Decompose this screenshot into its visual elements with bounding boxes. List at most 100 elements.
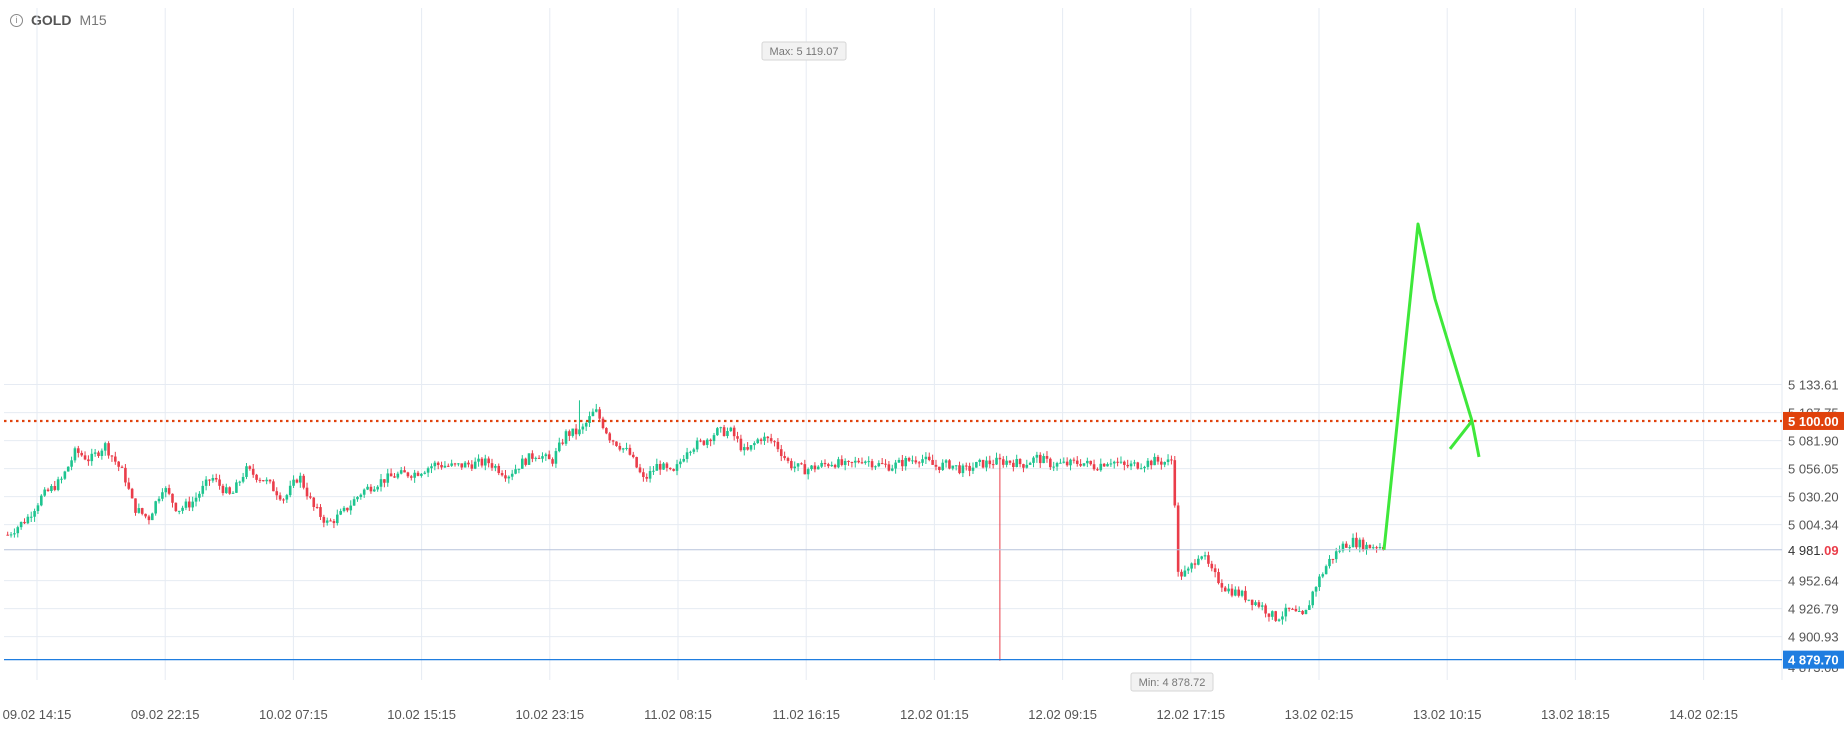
candle-body: [510, 473, 514, 477]
candle-body: [615, 441, 618, 446]
min-label: Min: 4 878.72: [1130, 672, 1214, 692]
candle-body: [514, 469, 517, 474]
candle-body: [944, 460, 948, 463]
candle-body: [931, 459, 934, 465]
support-badge: [1783, 650, 1844, 669]
candle-body: [376, 486, 379, 490]
candle-body: [746, 447, 749, 450]
candle-body: [1348, 547, 1351, 549]
candle-body: [1133, 462, 1136, 464]
candle-body: [369, 486, 373, 492]
x-tick-label: 11.02 08:15: [644, 707, 712, 722]
candle-body: [1375, 547, 1378, 549]
candle-body: [171, 493, 174, 503]
candle-body: [769, 438, 773, 442]
candle-body: [1005, 460, 1008, 465]
candle-body: [500, 473, 504, 476]
candle-body: [1099, 463, 1103, 471]
candle-body: [1143, 466, 1146, 469]
candle-body: [958, 465, 961, 474]
candle-body: [144, 513, 147, 517]
candle-body: [800, 463, 803, 465]
y-tick-label: 4 926.79: [1788, 602, 1839, 617]
candle-body: [904, 457, 908, 467]
candle-body: [1072, 459, 1076, 461]
candle-body: [238, 481, 242, 483]
candle-body: [712, 435, 716, 442]
candle-body: [631, 454, 635, 458]
candle-body: [295, 479, 299, 483]
candle-body: [938, 466, 941, 470]
candle-body: [638, 467, 642, 473]
candle-body: [346, 507, 349, 511]
candle-body: [460, 463, 464, 468]
candle-body: [911, 460, 914, 462]
projection-arrow: [1382, 222, 1474, 551]
timeframe-label[interactable]: M15: [79, 12, 107, 28]
candle-body: [924, 456, 928, 460]
candle-body: [1284, 607, 1288, 617]
candle-body: [1126, 464, 1129, 467]
x-tick-label: 09.02 14:15: [3, 707, 72, 722]
candle-body: [692, 449, 696, 452]
candle-body: [1149, 460, 1153, 466]
candle-body: [890, 468, 894, 471]
candle-body: [742, 447, 746, 451]
candle-body: [1096, 469, 1099, 471]
candle-body: [453, 463, 457, 465]
candle-body: [524, 458, 527, 465]
candle-body: [574, 428, 578, 435]
candle-body: [302, 475, 305, 488]
candle-body: [655, 463, 659, 471]
candle-body: [921, 459, 924, 463]
candle-body: [810, 465, 813, 470]
candle-body: [335, 514, 339, 524]
candle-body: [991, 464, 995, 466]
candle-body: [581, 426, 585, 430]
candle-body: [1345, 543, 1348, 548]
candle-body: [642, 472, 645, 477]
info-icon[interactable]: i: [10, 13, 23, 27]
candle-body: [379, 479, 383, 487]
candle-body: [19, 521, 23, 528]
candle-body: [685, 452, 689, 459]
candle-body: [1028, 462, 1032, 465]
candle-body: [332, 521, 336, 524]
candle-body: [988, 460, 992, 465]
candle-body: [117, 461, 120, 467]
candle-body: [598, 409, 601, 419]
chart-labels: 5 100.00 4 879.70 4 981.09 Max: 5 119.07 Min…: [761, 41, 1844, 692]
candle-body: [776, 441, 780, 450]
candle-body: [50, 485, 53, 492]
candles: [6, 400, 1385, 661]
candle-body: [1260, 605, 1264, 607]
candle-body: [682, 458, 686, 462]
candle-body: [695, 440, 699, 450]
candle-body: [265, 479, 268, 482]
y-tick-label: 5 081.90: [1788, 434, 1839, 449]
candle-body: [426, 468, 430, 473]
candle-body: [739, 438, 743, 451]
candle-body: [1055, 463, 1059, 467]
candle-body: [450, 463, 453, 466]
candle-body: [699, 440, 702, 442]
candle-body: [860, 462, 864, 464]
candle-body: [934, 464, 938, 467]
candle-body: [803, 464, 807, 475]
candle-body: [436, 462, 440, 466]
candle-body: [621, 448, 625, 450]
candle-body: [198, 493, 201, 498]
candle-body: [1217, 572, 1220, 584]
candle-body: [716, 428, 719, 436]
symbol-label: GOLD: [31, 12, 72, 28]
candle-body: [1281, 616, 1284, 620]
grid: [4, 8, 1783, 680]
candle-body: [440, 465, 443, 468]
y-tick-label: 4 900.93: [1788, 630, 1839, 645]
x-tick-label: 13.02 10:15: [1413, 707, 1482, 722]
candle-body: [214, 478, 218, 480]
candle-body: [1112, 461, 1116, 464]
candle-body: [362, 489, 366, 495]
candle-body: [77, 448, 80, 453]
